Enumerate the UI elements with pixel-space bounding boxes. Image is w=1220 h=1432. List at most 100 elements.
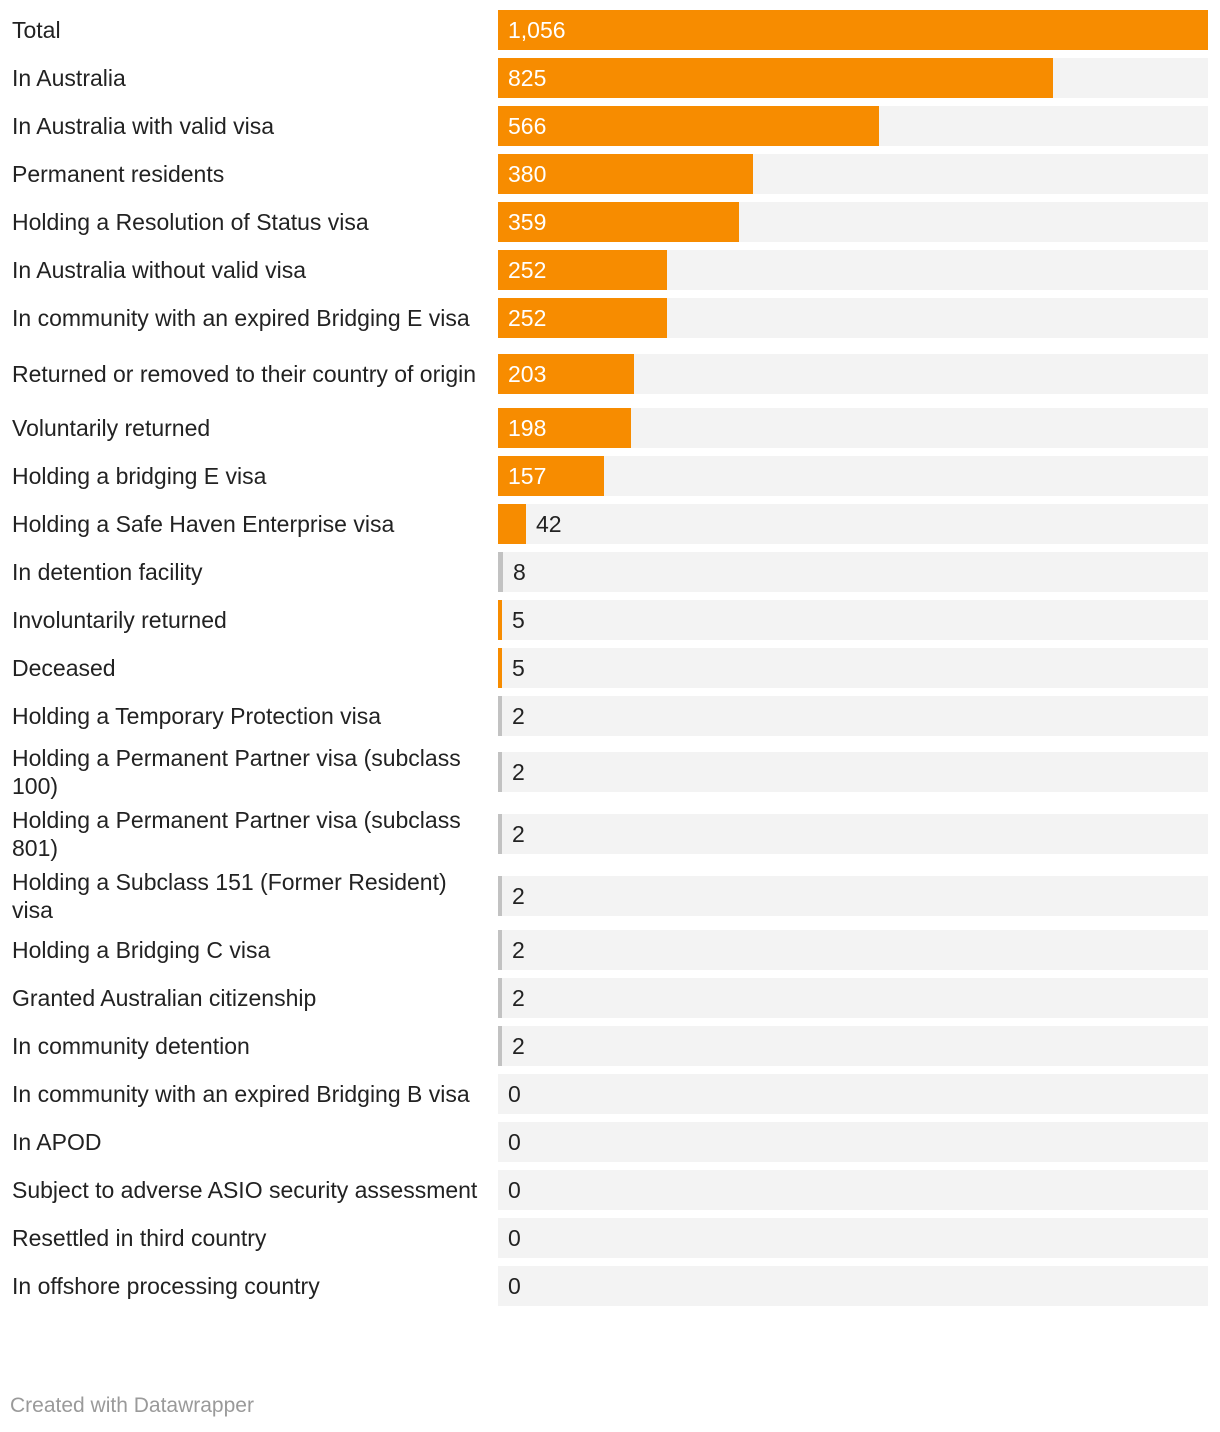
bar-track: 0 [498, 1266, 1208, 1306]
bar-value-label: 0 [508, 1177, 521, 1203]
bar [498, 408, 631, 448]
bar-value-label: 2 [512, 759, 525, 785]
row-label: Holding a Subclass 151 (Former Resident)… [12, 869, 447, 923]
bar-track: 198 [498, 408, 1208, 448]
bar-track: 2 [498, 752, 1208, 792]
bar [498, 814, 502, 854]
chart-row: Resettled in third country 0 [0, 1218, 1220, 1258]
row-label: Permanent residents [12, 161, 225, 187]
footer-credit: Created with Datawrapper [10, 1394, 254, 1417]
chart-row: In community with an expired Bridging E … [0, 298, 1220, 338]
chart-row: In Australia with valid visa 566 [0, 106, 1220, 146]
bar-track: 0 [498, 1074, 1208, 1114]
bar-value-label: 0 [508, 1129, 521, 1155]
chart-row: Holding a Subclass 151 (Former Resident)… [0, 868, 1220, 924]
bar [498, 1026, 502, 1066]
row-label: In detention facility [12, 559, 203, 585]
row-label: In community with an expired Bridging E … [12, 305, 470, 331]
bar [498, 876, 502, 916]
row-label: In Australia [12, 65, 126, 91]
bar-value-label: 2 [512, 985, 525, 1011]
bar [498, 600, 502, 640]
bar-value-label: 2 [512, 937, 525, 963]
bar-track: 252 [498, 298, 1208, 338]
bar [498, 202, 739, 242]
bar-track: 566 [498, 106, 1208, 146]
row-label: Holding a Safe Haven Enterprise visa [12, 511, 395, 537]
bar [498, 354, 634, 394]
chart-row: Total 1,056 [0, 10, 1220, 50]
row-label: Resettled in third country [12, 1225, 267, 1251]
bar-value-label: 2 [512, 1033, 525, 1059]
row-label: Holding a Resolution of Status visa [12, 209, 369, 235]
chart-row: In detention facility 8 [0, 552, 1220, 592]
chart-row: Holding a Safe Haven Enterprise visa 42 [0, 504, 1220, 544]
chart-row: In Australia 825 [0, 58, 1220, 98]
bar-value-label: 198 [508, 415, 547, 441]
chart-row: In community detention 2 [0, 1026, 1220, 1066]
chart-row: In APOD 0 [0, 1122, 1220, 1162]
bar-track: 0 [498, 1170, 1208, 1210]
row-label: Total [12, 17, 61, 43]
bar-value-label: 566 [508, 113, 547, 139]
bar-chart: Total 1,056 In Australia 825 In Australia wi… [0, 10, 1220, 1306]
bar-track: 2 [498, 1026, 1208, 1066]
row-label: In Australia with valid visa [12, 113, 275, 139]
row-label: Subject to adverse ASIO security assessm… [12, 1177, 478, 1203]
bar-track: 2 [498, 696, 1208, 736]
bar-track: 825 [498, 58, 1208, 98]
bar-track: 359 [498, 202, 1208, 242]
row-label: In APOD [12, 1129, 102, 1155]
chart-row: Holding a bridging E visa 157 [0, 456, 1220, 496]
row-label: Holding a Bridging C visa [12, 937, 271, 963]
chart-row: In community with an expired Bridging B … [0, 1074, 1220, 1114]
chart-row: Holding a Permanent Partner visa (subcla… [0, 806, 1220, 862]
chart-row: Granted Australian citizenship 2 [0, 978, 1220, 1018]
bar-track: 5 [498, 648, 1208, 688]
row-label: Holding a bridging E visa [12, 463, 267, 489]
bar [498, 696, 502, 736]
bar-track: 5 [498, 600, 1208, 640]
bar-track: 252 [498, 250, 1208, 290]
bar [498, 58, 1053, 98]
bar-value-label: 42 [536, 511, 562, 537]
bar-value-label: 157 [508, 463, 547, 489]
row-label: Holding a Permanent Partner visa (subcla… [12, 745, 461, 799]
bar [498, 930, 502, 970]
bar-track: 157 [498, 456, 1208, 496]
chart-row: In offshore processing country 0 [0, 1266, 1220, 1306]
bar [498, 552, 503, 592]
bar-track: 2 [498, 876, 1208, 916]
bar-value-label: 252 [508, 257, 547, 283]
bar-value-label: 2 [512, 883, 525, 909]
bar-track: 0 [498, 1122, 1208, 1162]
row-label: Deceased [12, 655, 116, 681]
bar-track: 2 [498, 978, 1208, 1018]
chart-row: Holding a Permanent Partner visa (subcla… [0, 744, 1220, 800]
row-label: In offshore processing country [12, 1273, 320, 1299]
bar [498, 456, 604, 496]
bar-value-label: 0 [508, 1081, 521, 1107]
bar [498, 154, 753, 194]
bar-track: 42 [498, 504, 1208, 544]
chart-row: Subject to adverse ASIO security assessm… [0, 1170, 1220, 1210]
bar-value-label: 2 [512, 703, 525, 729]
bar [498, 752, 502, 792]
chart-row: Deceased 5 [0, 648, 1220, 688]
row-label: Involuntarily returned [12, 607, 227, 633]
bar [498, 10, 1208, 50]
bar [498, 298, 667, 338]
row-label: Granted Australian citizenship [12, 985, 317, 1011]
row-label: Holding a Permanent Partner visa (subcla… [12, 807, 461, 861]
bar-track: 8 [498, 552, 1208, 592]
bar-value-label: 0 [508, 1225, 521, 1251]
bar-value-label: 1,056 [508, 17, 566, 43]
chart-row: Holding a Bridging C visa 2 [0, 930, 1220, 970]
chart-row: Permanent residents 380 [0, 154, 1220, 194]
bar-value-label: 0 [508, 1273, 521, 1299]
chart-row: Holding a Temporary Protection visa 2 [0, 696, 1220, 736]
chart-row: Holding a Resolution of Status visa 359 [0, 202, 1220, 242]
bar [498, 648, 502, 688]
row-label: Voluntarily returned [12, 415, 211, 441]
bar-value-label: 203 [508, 361, 547, 387]
